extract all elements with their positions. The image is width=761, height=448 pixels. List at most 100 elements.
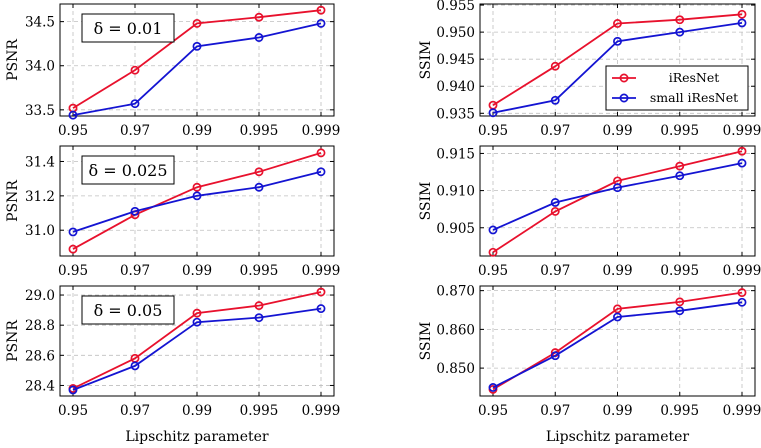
x-tick-label: 0.97 (120, 263, 150, 279)
data-point (192, 317, 202, 327)
y-tick-label: 34.0 (25, 59, 55, 75)
x-tick-label: 0.999 (723, 123, 761, 139)
x-tick-label: 0.999 (302, 123, 341, 139)
x-tick-label: 0.95 (478, 263, 508, 279)
subplot-4: 0.95 0.97 0.99 0.995 0.999 0.905 0.910 0.915 SSI… (418, 145, 761, 279)
data-point (675, 297, 685, 307)
y-tick-label: 0.870 (436, 284, 475, 300)
data-point (316, 18, 326, 28)
data-point (130, 206, 140, 216)
data-point (254, 167, 264, 177)
data-point (192, 182, 202, 192)
x-tick-label: 0.999 (723, 403, 761, 419)
x-tick-label: 0.99 (602, 403, 632, 419)
y-tick-label: 31.2 (25, 189, 55, 205)
annotation-box (81, 295, 175, 325)
x-tick-label: 0.995 (240, 263, 279, 279)
series-line (492, 150, 743, 254)
data-point (130, 65, 140, 75)
x-tick-label: 0.99 (182, 123, 212, 139)
series-line (72, 170, 322, 233)
series-line (72, 307, 322, 391)
data-point (68, 110, 78, 120)
y-axis-label: PSNR (5, 39, 21, 81)
axes-frame (59, 285, 335, 397)
data-point (130, 99, 140, 109)
data-point (737, 18, 747, 28)
series-line (72, 291, 322, 390)
data-point (613, 304, 622, 314)
data-point (737, 9, 747, 19)
x-tick-label: 0.999 (723, 263, 761, 279)
axes-frame (59, 145, 335, 257)
y-tick-label: 0.940 (436, 79, 475, 95)
data-point (316, 5, 326, 15)
data-point (675, 27, 685, 37)
annotation-box (81, 13, 175, 43)
y-tick-label: 29.0 (25, 288, 55, 304)
x-tick-label: 0.95 (58, 123, 88, 139)
y-tick-label: 0.945 (436, 52, 475, 68)
data-point (192, 41, 202, 51)
data-point (737, 297, 747, 307)
x-tick-label: 0.97 (540, 263, 570, 279)
x-tick-label: 0.999 (302, 263, 341, 279)
series-line (72, 9, 322, 109)
y-axis-label: PSNR (5, 320, 21, 362)
x-axis-label: Lipschitz parameter (546, 429, 690, 445)
y-tick-label: 0.905 (436, 221, 475, 237)
y-tick-label: 0.955 (436, 0, 475, 14)
y-tick-label: 33.5 (25, 103, 55, 119)
y-tick-label: 0.860 (436, 322, 475, 338)
subplot-2: 0.95 0.97 0.99 0.995 0.999 0.935 0.940 0.945 0.9… (418, 0, 761, 139)
data-point (68, 227, 78, 237)
data-point (737, 288, 747, 298)
data-point (254, 33, 264, 42)
y-tick-label: 31.0 (25, 223, 55, 239)
data-point (550, 61, 560, 71)
subplot-6: 0.95 0.97 0.99 0.995 0.999 0.850 0.860 0.870 SSI… (418, 284, 761, 445)
data-point (488, 225, 498, 235)
legend-marker (619, 73, 629, 83)
y-axis-label: SSIM (418, 41, 434, 80)
data-point (675, 306, 685, 316)
data-point (488, 383, 498, 392)
y-tick-label: 28.6 (25, 348, 55, 364)
data-point (613, 19, 622, 28)
data-point (68, 244, 78, 254)
x-tick-label: 0.995 (660, 263, 699, 279)
legend-box (605, 65, 749, 111)
series-line (72, 22, 322, 116)
data-point (488, 247, 498, 257)
x-axis-label: Lipschitz parameter (125, 429, 269, 445)
y-axis-label: SSIM (418, 182, 434, 221)
y-tick-label: 31.4 (25, 154, 55, 170)
annotation-text: δ = 0.025 (88, 161, 167, 180)
y-tick-label: 0.910 (436, 184, 475, 200)
legend: iResNet small iResNet (605, 65, 749, 111)
x-tick-label: 0.99 (602, 123, 632, 139)
annotation-box (81, 155, 175, 185)
data-point (192, 18, 202, 28)
y-tick-label: 34.5 (25, 15, 55, 31)
y-tick-label: 0.950 (436, 25, 475, 41)
data-point (254, 301, 264, 311)
data-point (550, 95, 560, 105)
axes-frame (479, 285, 756, 397)
series-line (492, 162, 743, 231)
y-tick-label: 0.935 (436, 106, 475, 122)
subplot-5: 0.95 0.97 0.99 0.995 0.999 28.4 28.6 28.8 29.0PS… (5, 285, 340, 445)
data-point (737, 146, 747, 156)
annotation-text: δ = 0.01 (94, 19, 163, 38)
y-tick-label: 28.8 (25, 318, 55, 334)
x-tick-label: 0.995 (660, 123, 699, 139)
series-line (492, 13, 743, 106)
data-point (675, 161, 685, 171)
axes-frame (479, 3, 756, 117)
data-point (130, 361, 140, 371)
data-point (316, 304, 326, 314)
x-tick-label: 0.95 (58, 263, 88, 279)
